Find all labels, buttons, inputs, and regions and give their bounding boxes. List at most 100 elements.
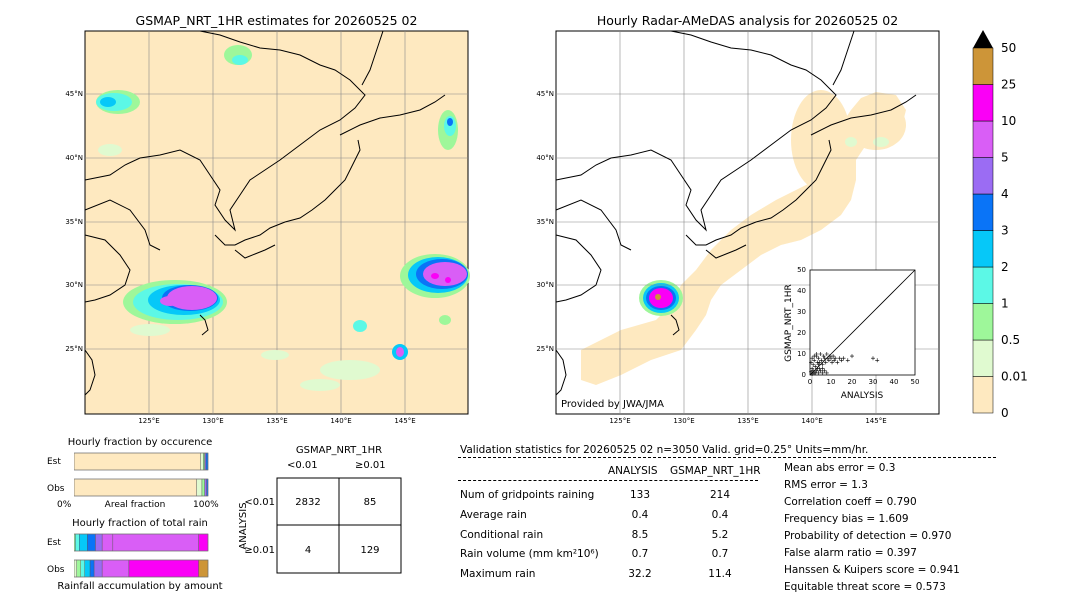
svg-text:0: 0 <box>802 371 806 379</box>
right-map-lon-labels: 125°E 130°E 135°E 140°E 145°E <box>609 417 886 425</box>
contingency-row-axis: ANALYSIS <box>238 502 249 549</box>
scatter-point <box>824 352 829 356</box>
total-rain-est-segment <box>79 533 88 552</box>
validation-row-analysis: 0.4 <box>631 509 649 521</box>
occurrence-obs-label: Obs <box>47 484 65 494</box>
colorbar-label: 5 <box>1001 151 1009 165</box>
colorbar-label: 50 <box>1001 41 1016 55</box>
total-rain-obs-segment <box>128 559 199 578</box>
colorbar-swatch <box>972 47 994 85</box>
occurrence-obs-segment <box>201 478 205 497</box>
svg-text:125°E: 125°E <box>138 417 159 425</box>
occurrence-obs-segment <box>196 478 203 497</box>
svg-text:145°E: 145°E <box>394 417 415 425</box>
scatter-point <box>812 354 817 359</box>
svg-text:40: 40 <box>797 287 806 295</box>
scatter-point <box>817 360 822 365</box>
svg-text:25°N: 25°N <box>536 345 554 353</box>
validation-row-gsmap: 0.4 <box>711 509 729 521</box>
contingency-table: ANALYSIS <0.01 ≥0.01 2832 85 4 129 <box>238 477 402 574</box>
scatter-diagonal <box>809 269 916 376</box>
scatter-point <box>822 368 827 373</box>
scatter-points <box>809 352 880 376</box>
scatter-point <box>810 366 815 371</box>
contingency-row1: <0.01 <box>244 497 275 508</box>
occurrence-bars <box>74 452 209 497</box>
score-pod: Probability of detection = 0.970 <box>784 530 952 542</box>
total-rain-est-segment-frame <box>74 533 209 552</box>
score-ets: Equitable threat score = 0.573 <box>784 581 946 593</box>
scatter-point <box>875 358 880 363</box>
svg-text:50: 50 <box>797 266 806 274</box>
total-rain-est-segment <box>112 533 199 552</box>
contingency-b: 85 <box>364 497 377 508</box>
colorbar-swatch <box>972 266 994 304</box>
svg-text:135°E: 135°E <box>737 417 758 425</box>
validation-row-analysis: 32.2 <box>628 568 652 580</box>
validation-row-gsmap: 214 <box>709 489 731 501</box>
scatter-ylabel: GSMAP_NRT_1HR <box>784 284 794 362</box>
occurrence-est-segment <box>204 452 207 471</box>
total-rain-obs-segment <box>93 559 103 578</box>
scatter-point <box>833 356 838 361</box>
total-rain-est-segment <box>101 533 114 552</box>
colorbar-label: 4 <box>1001 187 1009 201</box>
scatter-point <box>809 369 814 374</box>
scatter-point <box>813 364 818 369</box>
occurrence-est-segment <box>205 452 209 471</box>
scatter-point <box>835 360 840 365</box>
left-map-title: GSMAP_NRT_1HR estimates for 20260525 02 <box>135 13 418 28</box>
scatter-xlabel: ANALYSIS <box>841 391 884 401</box>
occurrence-est-segment <box>203 452 205 471</box>
total-rain-obs-segment <box>80 559 85 578</box>
scatter-point <box>811 368 816 373</box>
right-map-credit: Provided by JWA/JMA <box>561 399 664 410</box>
svg-text:25°N: 25°N <box>65 345 83 353</box>
svg-text:0: 0 <box>808 378 812 386</box>
scatter-point <box>830 360 835 365</box>
svg-text:140°E: 140°E <box>330 417 351 425</box>
occurrence-est-label: Est <box>47 457 61 467</box>
svg-text:10: 10 <box>827 378 836 386</box>
svg-text:30: 30 <box>869 378 878 386</box>
colorbar-swatch <box>972 84 994 122</box>
validation-col-gsmap: GSMAP_NRT_1HR <box>670 465 761 477</box>
svg-text:125°E: 125°E <box>609 417 630 425</box>
contingency-col2: ≥0.01 <box>355 460 386 471</box>
scatter-x-ticks: 0 10 20 30 40 50 <box>808 378 920 386</box>
svg-text:35°N: 35°N <box>65 218 83 226</box>
scatter-point <box>826 358 831 363</box>
occurrence-obs-segment <box>74 478 197 497</box>
colorbar-label: 1 <box>1001 297 1009 311</box>
colorbar-label: 25 <box>1001 78 1016 92</box>
left-map: 45°N 40°N 35°N 30°N 25°N 125°E 130°E 135… <box>65 30 470 425</box>
scatter-point <box>845 358 850 363</box>
scatter-point <box>820 366 825 371</box>
svg-text:40: 40 <box>890 378 899 386</box>
scatter-point <box>811 362 816 367</box>
left-map-rain <box>96 45 470 391</box>
score-rms: RMS error = 1.3 <box>784 479 868 491</box>
occurrence-axis-mid: Areal fraction <box>104 500 166 510</box>
svg-text:20: 20 <box>848 378 857 386</box>
colorbar-swatch <box>972 339 994 377</box>
colorbar-label: 0 <box>1001 406 1009 418</box>
total-rain-obs-label: Obs <box>47 565 65 575</box>
occurrence-est-segment <box>74 452 201 471</box>
colorbar-swatch <box>972 193 994 231</box>
scatter-point <box>816 362 821 367</box>
svg-text:130°E: 130°E <box>202 417 223 425</box>
scatter-point <box>818 368 823 373</box>
contingency-col1: <0.01 <box>287 460 318 471</box>
validation-row-label: Average rain <box>460 509 527 521</box>
occurrence-est-segment-frame <box>74 452 209 471</box>
scatter-point <box>818 352 823 356</box>
total-rain-obs-segment <box>89 559 95 578</box>
score-hk: Hanssen & Kuipers score = 0.941 <box>784 564 960 576</box>
svg-text:140°E: 140°E <box>801 417 822 425</box>
score-correlation: Correlation coeff = 0.790 <box>784 496 917 508</box>
total-rain-footer: Rainfall accumulation by amount <box>57 581 223 592</box>
colorbar-swatch <box>972 376 994 414</box>
scatter-point <box>816 356 821 361</box>
occurrence-obs-segment-frame <box>74 478 209 497</box>
